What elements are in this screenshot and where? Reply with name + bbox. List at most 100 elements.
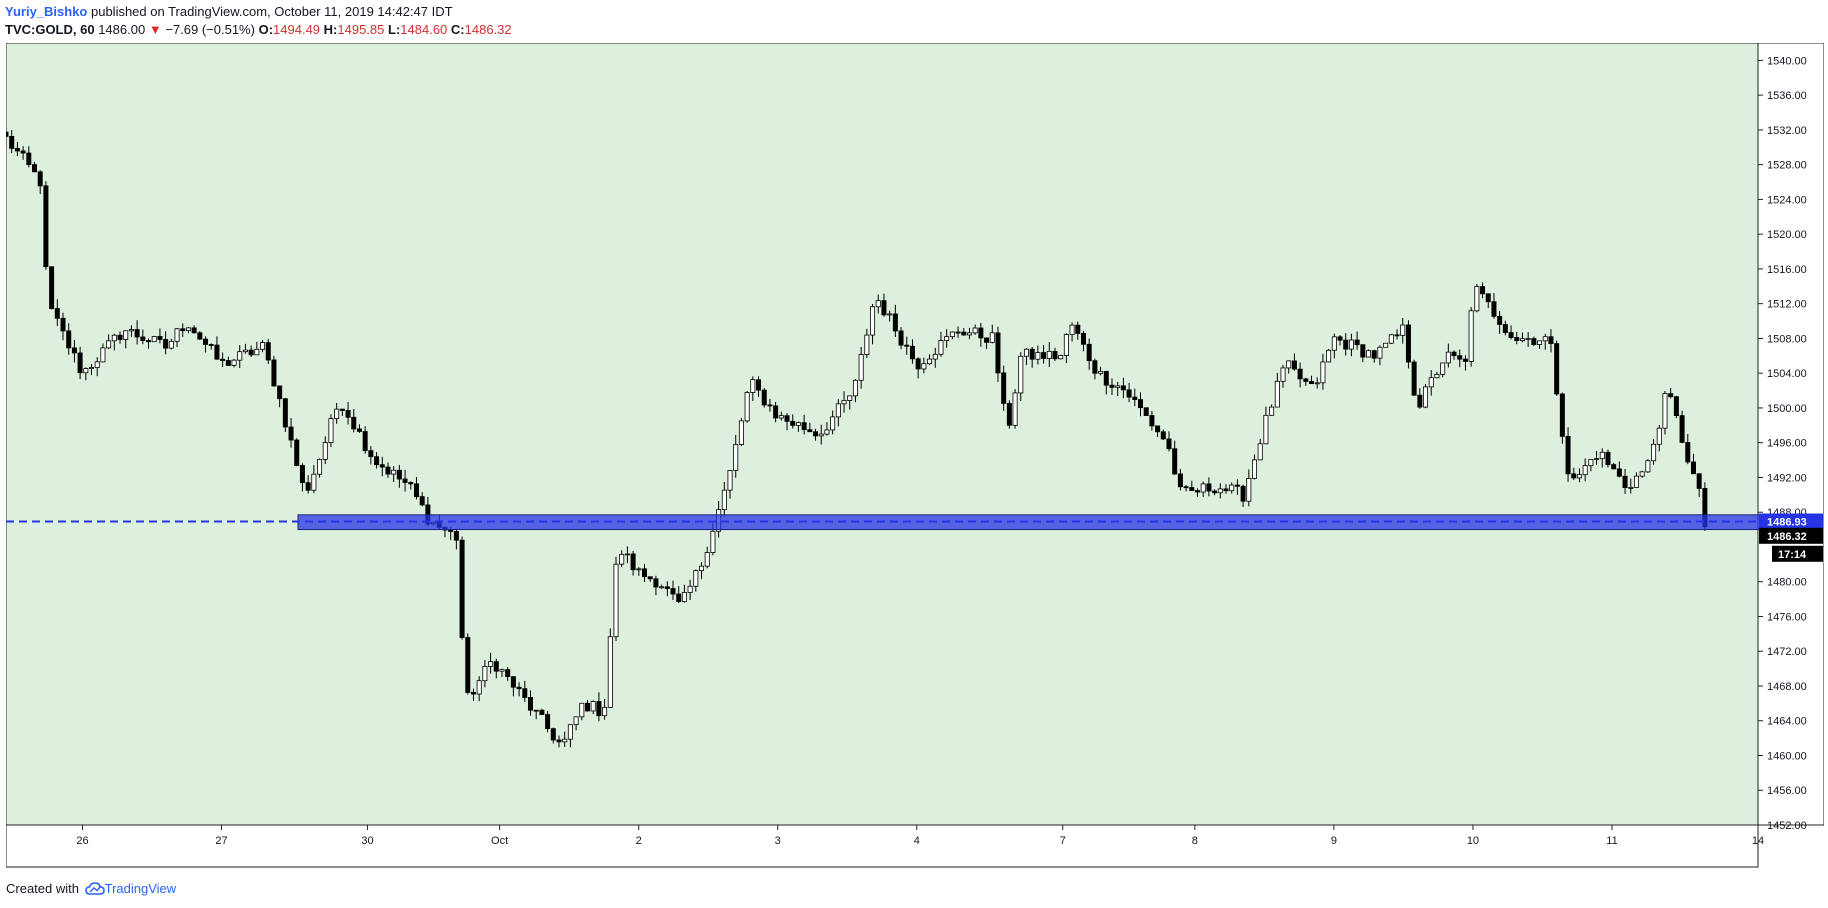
candle-body [1018,355,1024,394]
candle-body [1063,334,1069,356]
candle-body [1098,370,1104,374]
candle-body [921,363,927,370]
candle-body [1423,386,1429,408]
x-tick-label: 4 [914,835,920,847]
candle-body [374,456,380,466]
candle-body [1080,333,1086,345]
candle-body [488,661,494,667]
candle-body [1388,334,1394,344]
candle-body [368,450,374,458]
candle-body [140,336,146,341]
candle-body [203,338,209,345]
candle-body [795,422,801,426]
candle-body [1343,339,1349,350]
candle-body [1309,381,1315,385]
y-tick-label: 1520.00 [1767,229,1807,241]
y-tick-label: 1476.00 [1767,611,1807,623]
candle-body [197,332,203,340]
candle-body [1041,352,1047,359]
candle-body [539,709,545,715]
candle-body [756,379,762,391]
candle-body [1485,293,1491,303]
time-axis [5,824,1759,868]
candle-body [1451,351,1457,357]
candle-body [778,415,784,419]
candle-body [1497,315,1503,325]
candle-body [1611,464,1617,470]
candle-body [1046,350,1052,359]
candle-body [151,336,157,343]
level-badge-label: 1486.93 [1767,516,1807,528]
candle-body [1012,392,1018,426]
candle-body [1115,385,1121,388]
candle-body [242,349,248,353]
publish-line: Yuriy_Bishko published on TradingView.co… [5,3,512,21]
candle-body [453,531,459,541]
candle-body [527,697,533,711]
chart-container[interactable]: 1540.00 1536.00 1532.00 1528.00 1524.00 1520.… [3,42,1825,868]
candle-body [847,395,853,401]
candle-body [54,308,60,319]
candle-body [750,379,756,393]
candle-body [584,702,590,712]
candle-body [299,465,305,484]
candle-body [590,701,596,712]
candle-body [1468,310,1474,362]
candle-body [288,426,294,441]
candle-body [1092,360,1098,374]
level-badge [1759,513,1823,530]
candle-body [459,539,465,638]
close-value: 1486.32 [464,22,512,37]
candle-body [1633,475,1639,488]
candle-body [322,442,328,460]
candle-body [801,422,807,431]
candle-body [1058,355,1064,360]
candle-body [1474,286,1480,312]
candle-body [277,385,283,400]
candle-body [1206,483,1212,492]
candle-body [1354,339,1360,346]
candle-body [927,358,933,365]
x-tick-label: 7 [1060,835,1066,847]
candle-body [892,313,898,332]
candle-body [1616,468,1622,477]
candle-body [163,339,169,349]
x-tick-label: 8 [1192,835,1198,847]
candle-body [676,593,682,603]
candle-body [1417,394,1423,408]
candle-body [1263,414,1269,445]
candle-body [1673,396,1679,416]
candle-body [1622,475,1628,489]
candle-body [66,330,72,349]
candle-body [14,148,20,152]
ohlc-line: TVC:GOLD, 60 1486.00 ▼ −7.69 (−0.51%) O:… [5,21,512,39]
candle-body [1565,435,1571,475]
candle-body [636,568,642,571]
candle-body [659,586,665,589]
candle-body [111,334,117,342]
price-chart[interactable]: 1540.00 1536.00 1532.00 1528.00 1524.00 1520.… [3,42,1825,868]
candle-body [887,313,893,316]
candle-body [596,701,602,717]
candle-body [146,340,152,343]
symbol-label: TVC:GOLD, 60 [5,22,95,37]
y-tick-label: 1524.00 [1767,194,1807,206]
author-link[interactable]: Yuriy_Bishko [5,4,88,19]
candle-body [1668,393,1674,398]
candle-body [1690,461,1696,475]
y-tick-label: 1536.00 [1767,90,1807,102]
candle-body [1679,415,1685,443]
candle-body [630,553,636,571]
x-tick-label: 30 [361,835,373,847]
tradingview-brand-link[interactable]: TradingView [104,881,177,896]
candle-body [328,418,334,443]
candle-body [1320,361,1326,384]
candle-body [231,359,237,366]
candle-body [1531,338,1537,345]
candle-body [157,336,163,340]
y-tick-label: 1528.00 [1767,160,1807,172]
candle-body [767,404,773,407]
candle-body [824,429,830,435]
candle-body [248,349,254,356]
low-value: 1484.60 [400,22,448,37]
